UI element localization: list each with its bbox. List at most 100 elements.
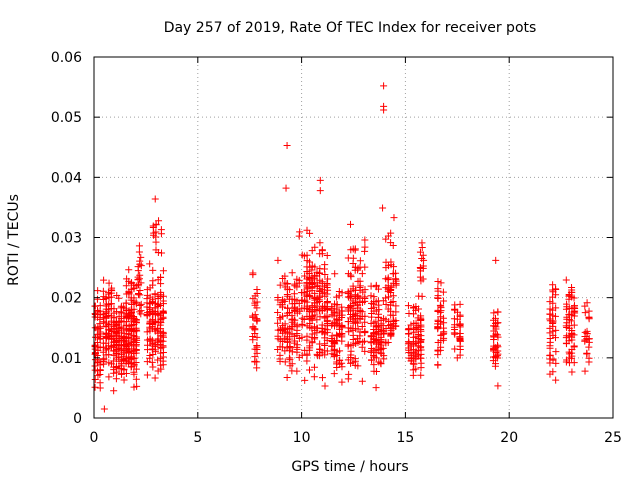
data-point [456, 300, 464, 308]
data-point [546, 338, 554, 346]
data-point [356, 338, 364, 346]
x-tick-label: 20 [500, 430, 518, 446]
data-point [146, 354, 154, 362]
x-tick-label: 25 [604, 430, 622, 446]
data-point [156, 293, 164, 301]
data-point [313, 279, 321, 287]
data-point [154, 367, 162, 375]
data-point [276, 314, 284, 322]
data-point [305, 291, 313, 299]
data-point [151, 304, 159, 312]
data-point [418, 292, 426, 300]
data-point [417, 314, 425, 322]
data-point [110, 341, 118, 349]
data-point [361, 347, 369, 355]
data-point [94, 287, 102, 295]
data-point [151, 374, 159, 382]
data-point [354, 277, 362, 285]
data-point [284, 304, 292, 312]
data-point [274, 319, 282, 327]
data-point [117, 365, 125, 373]
data-point [159, 361, 167, 369]
data-point [392, 302, 400, 310]
data-point [290, 339, 298, 347]
data-point [492, 256, 500, 264]
data-point [347, 246, 355, 254]
data-point [159, 343, 167, 351]
data-point [105, 332, 113, 340]
data-point [92, 350, 100, 358]
data-point [565, 324, 573, 332]
chart-title: Day 257 of 2019, Rate Of TEC Index for r… [164, 20, 537, 36]
data-point [318, 278, 326, 286]
data-point [102, 344, 110, 352]
data-point [110, 351, 118, 359]
data-point [96, 344, 104, 352]
data-point [96, 366, 104, 374]
data-point [93, 295, 101, 303]
data-point [313, 324, 321, 332]
data-point [321, 261, 329, 269]
data-point [546, 370, 554, 378]
data-point [546, 298, 554, 306]
data-point [331, 270, 339, 278]
data-point [152, 317, 160, 325]
data-point [149, 298, 157, 306]
data-point [306, 263, 314, 271]
data-point [159, 297, 167, 305]
data-point [251, 358, 259, 366]
data-point [412, 323, 420, 331]
data-point [583, 350, 591, 358]
data-point [338, 289, 346, 297]
data-point [315, 348, 323, 356]
data-point [344, 270, 352, 278]
data-point [368, 356, 376, 364]
data-point [367, 282, 375, 290]
data-point [91, 333, 99, 341]
data-point [122, 369, 130, 377]
data-point [389, 270, 397, 278]
data-point [105, 373, 113, 381]
data-point [96, 324, 104, 332]
data-point [253, 304, 261, 312]
data-point [122, 334, 130, 342]
data-point [115, 353, 123, 361]
data-point [347, 359, 355, 367]
data-point [456, 311, 464, 319]
data-point [585, 307, 593, 315]
data-point [563, 303, 571, 311]
data-point [148, 316, 156, 324]
data-point [410, 303, 418, 311]
data-point [283, 328, 291, 336]
data-point [361, 318, 369, 326]
data-point [316, 298, 324, 306]
data-point [372, 354, 380, 362]
data-point [298, 289, 306, 297]
x-tick-label: 5 [193, 430, 202, 446]
data-point [306, 276, 314, 284]
data-point [370, 293, 378, 301]
data-point [415, 330, 423, 338]
data-point [418, 254, 426, 262]
data-point [100, 405, 108, 413]
data-point [380, 355, 388, 363]
data-point [492, 344, 500, 352]
data-point [491, 362, 499, 370]
data-point [127, 286, 135, 294]
data-point [303, 298, 311, 306]
data-point [359, 288, 367, 296]
data-point [404, 326, 412, 334]
data-point [417, 346, 425, 354]
data-point [102, 322, 110, 330]
y-tick-label: 0.03 [51, 231, 82, 247]
data-point [127, 326, 135, 334]
data-point [276, 281, 284, 289]
data-point [382, 235, 390, 243]
data-point [274, 326, 282, 334]
data-point [154, 356, 162, 364]
data-point [148, 345, 156, 353]
data-point [494, 382, 502, 390]
data-point [405, 310, 413, 318]
data-point [310, 363, 318, 371]
data-point [345, 317, 353, 325]
